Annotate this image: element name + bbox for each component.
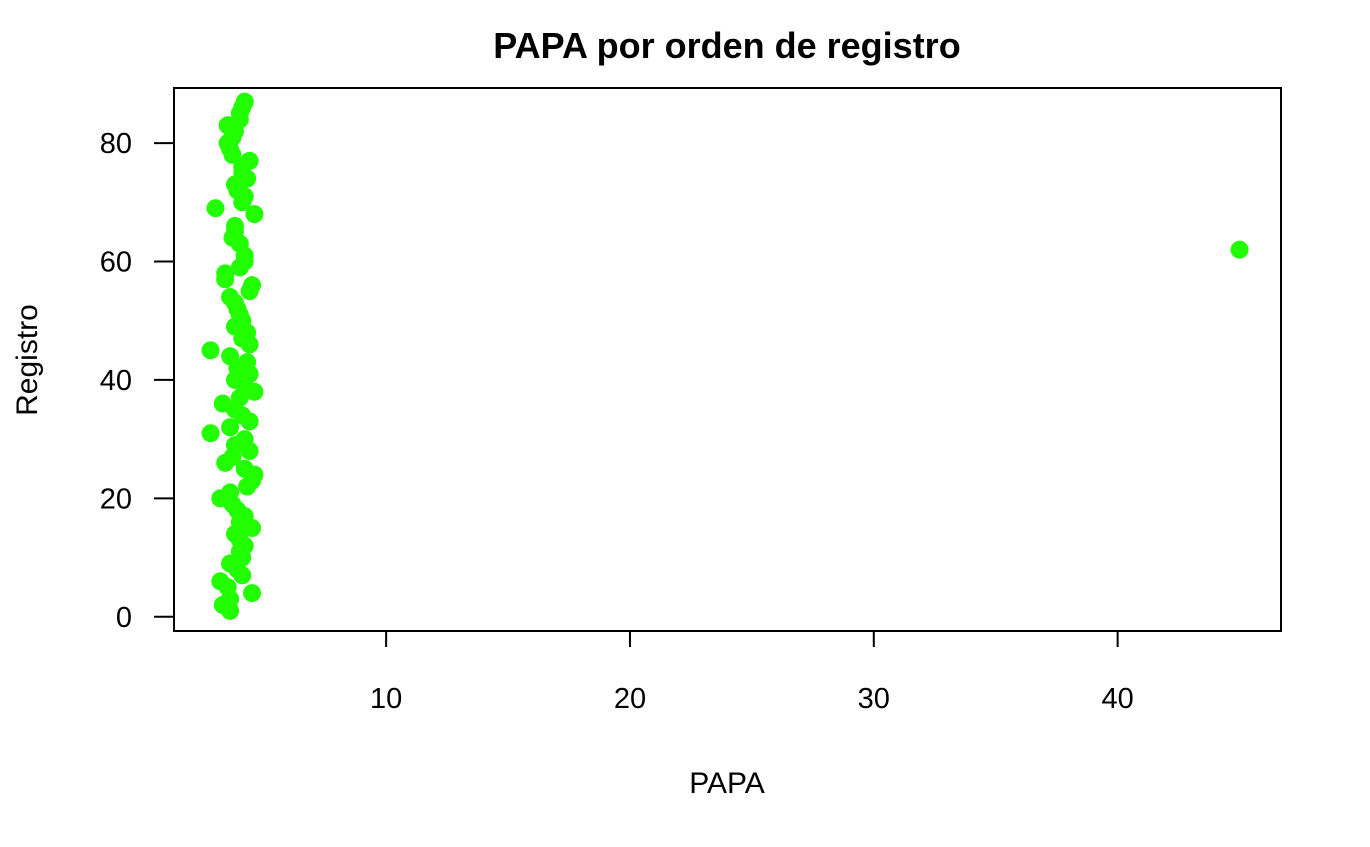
y-axis: 0 20 40 60 80 bbox=[100, 128, 174, 634]
data-point bbox=[206, 199, 225, 218]
data-point bbox=[225, 216, 244, 235]
x-axis: 10 20 30 40 bbox=[370, 631, 1134, 715]
data-point bbox=[221, 483, 240, 502]
data-point bbox=[221, 288, 240, 307]
x-tick-label: 40 bbox=[1101, 683, 1133, 715]
data-point bbox=[213, 394, 232, 413]
y-tick-label: 0 bbox=[116, 602, 132, 634]
y-tick-label: 60 bbox=[100, 246, 132, 278]
x-axis-label: PAPA bbox=[689, 767, 765, 800]
data-point bbox=[243, 276, 262, 295]
x-tick-label: 30 bbox=[858, 683, 890, 715]
y-tick-label: 40 bbox=[100, 365, 132, 397]
data-point bbox=[235, 459, 254, 478]
plot-frame bbox=[173, 87, 1282, 632]
data-point bbox=[216, 264, 235, 283]
data-point bbox=[221, 347, 240, 366]
data-point bbox=[235, 430, 254, 449]
y-axis-label: Registro bbox=[11, 304, 44, 416]
data-point bbox=[221, 418, 240, 437]
y-tick-label: 80 bbox=[100, 128, 132, 160]
data-point bbox=[235, 92, 254, 111]
data-point bbox=[245, 205, 264, 224]
x-tick-label: 10 bbox=[370, 683, 402, 715]
chart-title: PAPA por orden de registro bbox=[493, 25, 960, 66]
data-point bbox=[238, 353, 257, 372]
data-point bbox=[1230, 240, 1249, 259]
x-tick-label: 20 bbox=[614, 683, 646, 715]
data-point bbox=[240, 151, 259, 170]
data-points bbox=[201, 92, 1249, 620]
y-tick-label: 20 bbox=[100, 483, 132, 515]
data-point bbox=[211, 572, 230, 591]
data-point bbox=[201, 341, 220, 360]
data-point bbox=[243, 584, 262, 603]
data-point bbox=[201, 424, 220, 443]
